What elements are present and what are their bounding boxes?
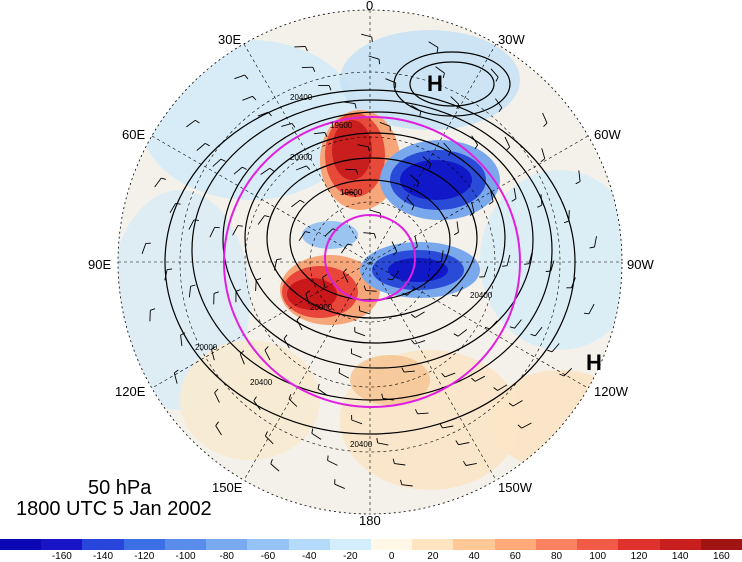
colorbar-swatch: [124, 539, 166, 550]
colorbar-tick-label: -100: [175, 551, 195, 562]
colorbar-swatch: [412, 539, 454, 550]
lon-label-30e: 30E: [218, 32, 241, 47]
high-marker: H: [586, 350, 602, 376]
lon-label-90e: 90E: [88, 257, 111, 272]
colorbar-tick-label: 160: [713, 551, 730, 562]
colorbar-swatch: [536, 539, 578, 550]
colorbar-tick-label: -80: [219, 551, 233, 562]
wind-barb-flag: [524, 264, 529, 265]
contour-label: 20000: [195, 343, 218, 352]
colorbar-swatch: [371, 539, 413, 550]
wind-barb-flag: [502, 266, 507, 267]
wind-barb-flag: [372, 37, 373, 42]
wind-barb-flag: [328, 456, 329, 461]
colorbar-tick-label: 40: [468, 551, 479, 562]
pressure-level: 50 hPa: [88, 477, 151, 500]
colorbar-swatch: [41, 539, 83, 550]
colorbar-swatch: [660, 539, 702, 550]
lon-label-150w: 150W: [498, 480, 532, 495]
lon-label-150e: 150E: [212, 480, 242, 495]
colorbar-tick-label: 120: [631, 551, 648, 562]
colorbar-tick-label: -160: [52, 551, 72, 562]
contour-label: 20400: [250, 378, 273, 387]
colorbar-swatch: [618, 539, 660, 550]
colorbar-tick-label: 60: [510, 551, 521, 562]
wind-barb-flag: [339, 368, 340, 373]
colorbar-swatch: [0, 539, 42, 550]
colorbar-swatch: [453, 539, 495, 550]
colorbar-tick-label: -120: [134, 551, 154, 562]
colorbar: -160 -140 -120 -100 -80 -60 -40 -20 0 20 40 60 80 100…: [0, 537, 742, 561]
lon-label-90w: 90W: [627, 257, 654, 272]
colorbar-swatch: [330, 539, 372, 550]
anomaly-shading: [100, 0, 660, 537]
lon-label-180: 180: [359, 513, 381, 528]
colorbar-swatch: [82, 539, 124, 550]
colorbar-swatch: [289, 539, 331, 550]
wind-barb: [256, 280, 257, 291]
contour-label: 20000: [310, 303, 333, 312]
contour-label: 19600: [340, 188, 363, 197]
contour-label: 20400: [470, 291, 493, 300]
lon-label-30w: 30W: [498, 32, 525, 47]
valid-time: 1800 UTC 5 Jan 2002: [16, 498, 212, 521]
wind-barb-flag: [194, 220, 199, 221]
colorbar-tick-label: -20: [343, 551, 357, 562]
colorbar-tick-label: 140: [672, 551, 689, 562]
lon-label-60e: 60E: [122, 127, 145, 142]
colorbar-swatch: [165, 539, 207, 550]
lon-label-0: 0: [366, 0, 373, 13]
colorbar-swatch: [495, 539, 537, 550]
colorbar-tick-label: -140: [93, 551, 113, 562]
contour-label: 20400: [350, 440, 373, 449]
colorbar-swatch: [577, 539, 619, 550]
colorbar-swatch: [206, 539, 248, 550]
colorbar-tick-label: 80: [551, 551, 562, 562]
wind-barb-flag: [238, 226, 243, 227]
colorbar-tick-label: -40: [302, 551, 316, 562]
colorbar-swatch: [247, 539, 289, 550]
colorbar-tick-label: -60: [261, 551, 275, 562]
wind-barb: [569, 210, 570, 221]
colorbar-swatch: [701, 539, 742, 550]
contour-label: 20000: [290, 153, 313, 162]
contour-label: 20400: [290, 93, 313, 102]
colorbar-tick-label: 20: [427, 551, 438, 562]
high-marker: H: [427, 71, 443, 97]
wind-barb-flag: [584, 313, 589, 314]
lon-label-120w: 120W: [594, 384, 628, 399]
contour-label: 19600: [330, 121, 353, 130]
colorbar-tick-label: 0: [389, 551, 395, 562]
colorbar-tick-label: 100: [589, 551, 606, 562]
lon-label-60w: 60W: [594, 127, 621, 142]
lon-label-120e: 120E: [115, 384, 145, 399]
